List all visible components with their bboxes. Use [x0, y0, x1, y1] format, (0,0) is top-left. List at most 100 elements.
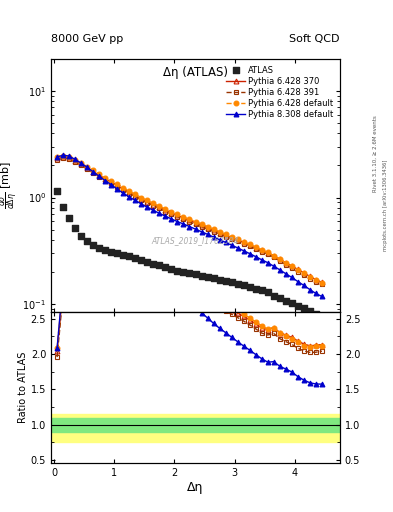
- Pythia 6.428 391: [314, 279, 318, 285]
- Pythia 6.428 default: [259, 247, 264, 253]
- ATLAS: [150, 260, 156, 268]
- ATLAS: [186, 269, 193, 278]
- Pythia 8.308 default: [217, 237, 222, 243]
- Pythia 6.428 391: [229, 236, 234, 242]
- Pythia 6.428 370: [307, 273, 312, 280]
- ATLAS: [102, 245, 108, 253]
- Pythia 6.428 370: [175, 212, 180, 219]
- Pythia 8.308 default: [91, 169, 95, 175]
- Pythia 6.428 default: [223, 231, 228, 238]
- ATLAS: [138, 256, 145, 264]
- ATLAS: [78, 231, 84, 240]
- Pythia 6.428 default: [296, 267, 300, 273]
- Pythia 6.428 370: [109, 179, 114, 185]
- Pythia 6.428 391: [139, 197, 144, 203]
- ATLAS: [210, 274, 217, 282]
- Pythia 6.428 default: [73, 157, 77, 163]
- Pythia 6.428 370: [139, 196, 144, 202]
- Pythia 6.428 default: [145, 197, 150, 203]
- Pythia 8.308 default: [121, 190, 126, 196]
- ATLAS: [241, 281, 247, 289]
- Pythia 8.308 default: [67, 153, 72, 159]
- ATLAS: [283, 296, 289, 305]
- Pythia 8.308 default: [61, 152, 66, 158]
- Pythia 6.428 default: [241, 239, 246, 245]
- Pythia 6.428 370: [157, 204, 162, 210]
- Pythia 6.428 370: [277, 256, 282, 262]
- ATLAS: [90, 241, 96, 249]
- Pythia 6.428 391: [97, 174, 102, 180]
- Pythia 6.428 391: [133, 194, 138, 200]
- ATLAS: [313, 310, 319, 318]
- Pythia 8.308 default: [301, 282, 306, 288]
- ATLAS: [168, 265, 174, 273]
- Pythia 6.428 391: [61, 155, 66, 161]
- Pythia 6.428 default: [127, 188, 132, 194]
- Pythia 6.428 370: [296, 266, 300, 272]
- Pythia 6.428 391: [91, 170, 95, 176]
- ATLAS: [156, 261, 163, 269]
- Pythia 6.428 391: [55, 157, 59, 163]
- ATLAS: [246, 283, 253, 291]
- Pythia 6.428 391: [85, 166, 90, 172]
- Pythia 6.428 370: [61, 154, 66, 160]
- Pythia 6.428 default: [217, 229, 222, 235]
- Line: Pythia 6.428 370: Pythia 6.428 370: [55, 155, 324, 285]
- Pythia 6.428 default: [277, 256, 282, 262]
- Line: Pythia 6.428 391: Pythia 6.428 391: [55, 156, 324, 287]
- Pythia 6.428 391: [169, 211, 174, 217]
- Pythia 6.428 default: [265, 249, 270, 255]
- Pythia 8.308 default: [211, 234, 216, 240]
- ATLAS: [217, 275, 223, 284]
- ATLAS: [222, 277, 229, 285]
- Pythia 6.428 391: [79, 162, 84, 168]
- Pythia 6.428 370: [85, 165, 90, 171]
- ATLAS: [271, 292, 277, 300]
- Text: 8000 GeV pp: 8000 GeV pp: [51, 33, 123, 44]
- Pythia 6.428 370: [193, 220, 198, 226]
- Text: Δη (ATLAS): Δη (ATLAS): [163, 67, 228, 79]
- Pythia 8.308 default: [79, 160, 84, 166]
- Pythia 6.428 391: [253, 246, 258, 252]
- Pythia 8.308 default: [223, 239, 228, 245]
- Pythia 6.428 391: [67, 156, 72, 162]
- Pythia 8.308 default: [272, 263, 276, 269]
- Pythia 6.428 370: [91, 168, 95, 175]
- Legend: ATLAS, Pythia 6.428 370, Pythia 6.428 391, Pythia 6.428 default, Pythia 8.308 de: ATLAS, Pythia 6.428 370, Pythia 6.428 39…: [224, 63, 336, 121]
- Pythia 6.428 default: [235, 236, 240, 242]
- Pythia 6.428 default: [115, 181, 119, 187]
- Y-axis label: Ratio to ATLAS: Ratio to ATLAS: [18, 352, 28, 423]
- Pythia 6.428 default: [169, 208, 174, 215]
- Pythia 6.428 370: [314, 276, 318, 283]
- Pythia 6.428 370: [235, 237, 240, 243]
- Pythia 6.428 391: [193, 221, 198, 227]
- Pythia 6.428 391: [181, 216, 186, 222]
- ATLAS: [319, 313, 325, 322]
- Pythia 6.428 370: [241, 239, 246, 245]
- Pythia 6.428 default: [247, 241, 252, 247]
- Pythia 8.308 default: [109, 182, 114, 188]
- Pythia 8.308 default: [235, 245, 240, 251]
- ATLAS: [162, 263, 169, 271]
- Y-axis label: $\frac{d\sigma}{d\Delta\eta}$ [mb]: $\frac{d\sigma}{d\Delta\eta}$ [mb]: [0, 161, 21, 209]
- ATLAS: [108, 248, 114, 256]
- ATLAS: [60, 203, 66, 211]
- ATLAS: [264, 288, 271, 296]
- Pythia 6.428 391: [283, 262, 288, 268]
- Pythia 8.308 default: [181, 221, 186, 227]
- Pythia 6.428 370: [97, 172, 102, 178]
- Pythia 6.428 default: [272, 252, 276, 259]
- Pythia 8.308 default: [277, 267, 282, 273]
- ATLAS: [289, 299, 295, 307]
- Pythia 6.428 370: [151, 202, 156, 208]
- Line: Pythia 8.308 default: Pythia 8.308 default: [55, 153, 324, 299]
- ATLAS: [277, 293, 283, 302]
- Pythia 8.308 default: [229, 242, 234, 248]
- Pythia 6.428 370: [320, 280, 324, 286]
- Text: mcplots.cern.ch [arXiv:1306.3436]: mcplots.cern.ch [arXiv:1306.3436]: [383, 159, 387, 250]
- Pythia 6.428 391: [115, 184, 119, 190]
- Pythia 6.428 391: [157, 205, 162, 211]
- Pythia 6.428 default: [79, 160, 84, 166]
- ATLAS: [120, 251, 127, 259]
- Pythia 6.428 370: [211, 227, 216, 233]
